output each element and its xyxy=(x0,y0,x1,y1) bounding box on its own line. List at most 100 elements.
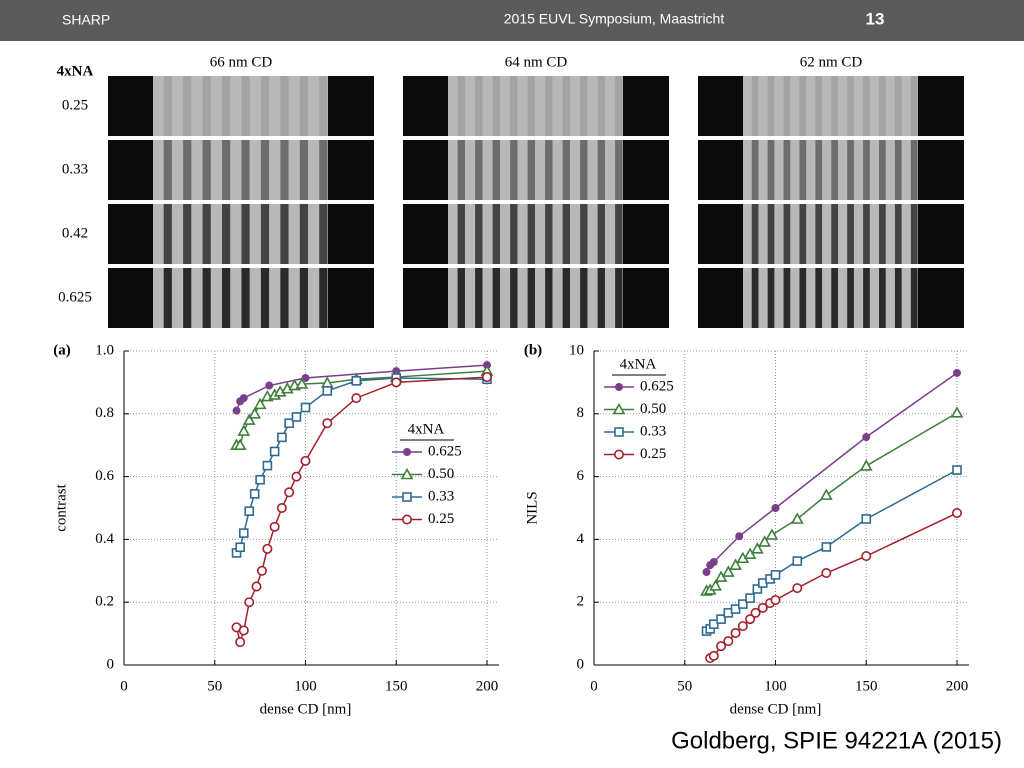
legend-title: 4xNA xyxy=(620,356,657,372)
image-stripe xyxy=(545,268,553,328)
image-stripe xyxy=(894,140,902,200)
image-stripe xyxy=(831,268,838,328)
marker xyxy=(821,567,832,578)
marker xyxy=(738,599,748,609)
marker xyxy=(770,595,781,606)
x-tick-label: 50 xyxy=(677,678,692,694)
image-stripe xyxy=(597,76,605,136)
image-stripe xyxy=(799,140,807,200)
image-stripe xyxy=(879,76,886,136)
marker xyxy=(861,551,872,562)
marker xyxy=(770,570,781,580)
marker xyxy=(861,514,872,524)
column-title: 62 nm CD xyxy=(800,54,863,70)
image-stripe xyxy=(492,268,500,328)
marker xyxy=(291,471,302,482)
marker xyxy=(322,386,333,396)
image-stripe xyxy=(492,76,500,136)
image-stripe xyxy=(260,268,270,328)
marker xyxy=(792,583,803,594)
image-stripe xyxy=(319,268,328,328)
image-stripe xyxy=(580,204,588,264)
image-stripe xyxy=(163,268,172,328)
marker xyxy=(750,607,761,618)
image-stripe xyxy=(767,140,775,200)
image-stripe xyxy=(799,76,807,136)
image-stripe xyxy=(562,140,570,200)
image-stripe xyxy=(299,76,308,136)
image-stripe xyxy=(222,268,231,328)
image-row-title: 4xNA xyxy=(57,63,94,79)
image-stripe xyxy=(879,204,886,264)
image-stripe xyxy=(863,140,870,200)
marker xyxy=(262,543,273,554)
image-stripe xyxy=(510,268,518,328)
image-stripe xyxy=(562,268,570,328)
image-stripe xyxy=(815,140,823,200)
marker xyxy=(253,397,267,410)
y-tick-label: 8 xyxy=(577,405,585,421)
image-stripe xyxy=(894,204,902,264)
image-stripe xyxy=(510,140,518,200)
column-title: 66 nm CD xyxy=(210,54,273,70)
image-stripe xyxy=(163,140,172,200)
marker xyxy=(750,542,764,554)
image-stripe xyxy=(783,268,791,328)
marker xyxy=(952,465,962,475)
image-stripe xyxy=(241,204,250,264)
marker xyxy=(950,406,964,418)
citation: Goldberg, SPIE 94221A (2015) xyxy=(671,727,1002,754)
marker xyxy=(745,593,755,603)
marker xyxy=(614,382,623,391)
marker xyxy=(238,528,249,538)
image-stripe xyxy=(894,76,902,136)
series-line xyxy=(235,377,488,554)
image-stripe xyxy=(615,268,623,328)
image-stripe xyxy=(545,204,553,264)
series-line xyxy=(706,412,958,592)
marker xyxy=(819,488,833,500)
image-grid: 66 nm CD 64 nm CD 62 nm CD 0.25 0.33 0.42 0.62… xyxy=(58,54,964,328)
legend-label: 0.50 xyxy=(640,401,666,417)
image-stripe xyxy=(457,76,465,136)
marker xyxy=(265,381,274,390)
marker xyxy=(702,568,711,577)
image-stripe xyxy=(319,140,328,200)
image-block xyxy=(448,204,623,264)
image-stripe xyxy=(545,76,553,136)
marker xyxy=(235,542,245,553)
image-stripe xyxy=(597,268,605,328)
image-stripe xyxy=(831,76,838,136)
marker xyxy=(402,492,412,502)
page-number: 13 xyxy=(866,9,885,28)
image-stripe xyxy=(183,268,192,328)
image-stripe xyxy=(597,140,605,200)
image-stripe xyxy=(241,140,250,200)
image-stripe xyxy=(799,268,807,328)
marker xyxy=(255,474,265,485)
image-stripe xyxy=(580,76,588,136)
image-stripe xyxy=(545,140,553,200)
image-stripe xyxy=(299,140,308,200)
marker xyxy=(248,407,262,419)
image-stripe xyxy=(580,140,588,200)
image-stripe xyxy=(615,140,623,200)
image-stripe xyxy=(910,268,918,328)
y-tick-label: 6 xyxy=(577,468,585,484)
marker xyxy=(723,636,734,647)
x-tick-label: 0 xyxy=(120,678,128,694)
image-stripe xyxy=(815,76,823,136)
marker xyxy=(730,604,741,614)
y-tick-label: 0 xyxy=(577,656,585,672)
series-line xyxy=(235,376,488,645)
marker xyxy=(269,521,280,532)
marker xyxy=(291,412,302,422)
marker xyxy=(737,621,748,632)
image-stripe xyxy=(475,204,483,264)
image-stripe xyxy=(222,140,231,200)
header-left: SHARP xyxy=(62,12,110,28)
image-stripe xyxy=(783,204,791,264)
